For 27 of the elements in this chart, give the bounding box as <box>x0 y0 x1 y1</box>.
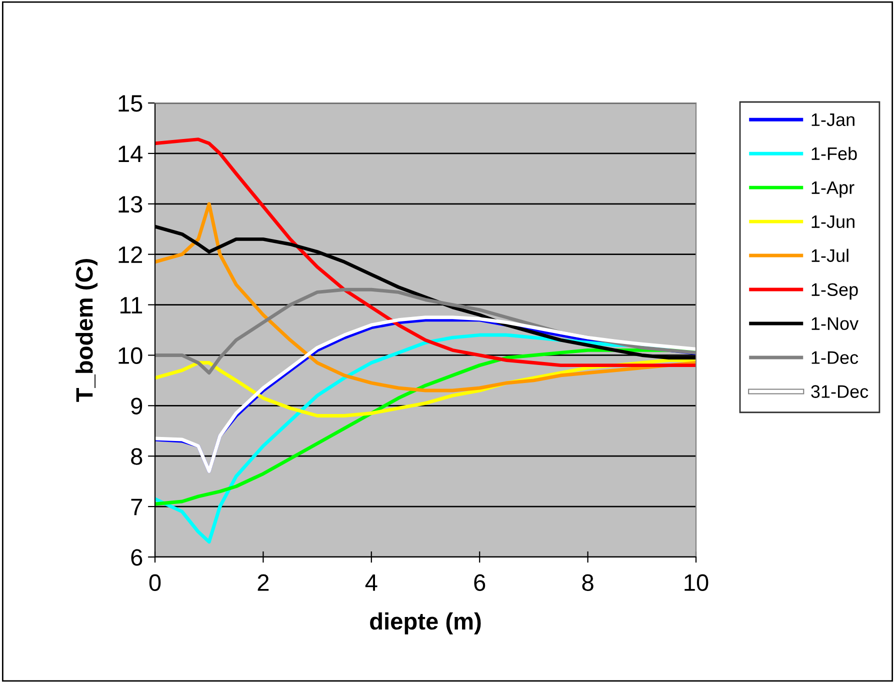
y-tick-label: 6 <box>131 549 142 566</box>
y-tick-label: 14 <box>118 146 143 162</box>
x-tick-label: 4 <box>365 574 378 591</box>
legend-label: 1-Feb <box>812 146 857 160</box>
x-tick-label: 10 <box>684 574 708 592</box>
y-tick-label: 8 <box>131 448 142 465</box>
x-axis-title: diepte (m) <box>370 612 481 634</box>
legend-label: 1-Sep <box>812 283 858 300</box>
y-tick-label: 13 <box>118 196 142 213</box>
legend-label: 1-Apr <box>812 181 854 198</box>
x-tick-label: 8 <box>582 574 594 592</box>
y-tick-label: 10 <box>118 347 142 364</box>
y-tick-label: 7 <box>131 498 142 516</box>
y-axis-title: T_bodem (C) <box>75 259 98 402</box>
legend-label: 1-Dec <box>812 351 858 364</box>
y-tick-label: 9 <box>131 398 142 414</box>
legend-label: 1-Jul <box>812 248 848 262</box>
y-tick-label: 11 <box>120 297 142 314</box>
x-tick-label: 2 <box>258 574 269 591</box>
y-tick-label: 12 <box>118 246 142 263</box>
legend-label: 1-Jan <box>812 113 854 126</box>
y-tick-label: 15 <box>118 95 142 112</box>
x-tick-label: 0 <box>149 574 161 592</box>
legend-label: 1-Jun <box>812 215 854 228</box>
x-tick-label: 6 <box>474 574 486 592</box>
legend-label: 31-Dec <box>811 385 868 398</box>
legend-label: 1-Nov <box>812 317 859 330</box>
